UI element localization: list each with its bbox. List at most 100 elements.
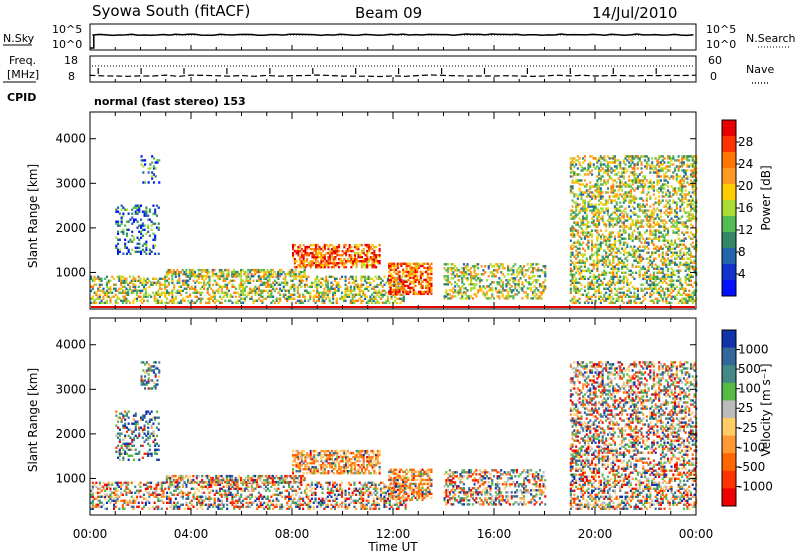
echo-cell <box>582 269 585 272</box>
echo-cell <box>386 295 389 298</box>
echo-cell <box>575 205 578 208</box>
echo-cell <box>507 279 510 282</box>
echo-cell <box>430 266 433 270</box>
echo-cell <box>569 227 572 230</box>
echo-cell <box>645 245 648 248</box>
echo-cell <box>470 273 473 276</box>
echo-cell <box>537 295 540 298</box>
echo-cell <box>342 299 345 302</box>
echo-cell <box>677 189 680 192</box>
echo-cell <box>402 299 405 302</box>
echo-cell <box>578 157 581 160</box>
echo-cell <box>358 291 361 294</box>
echo-cell <box>304 252 307 255</box>
echo-cell <box>454 265 457 268</box>
echo-cell <box>498 281 501 284</box>
echo-cell <box>376 293 379 296</box>
echo-cell <box>204 270 207 274</box>
echo-cell <box>318 256 321 259</box>
echo-cell <box>573 195 576 198</box>
echo-cell <box>512 277 515 280</box>
echo-cell <box>105 289 108 292</box>
echo-cell <box>603 265 606 268</box>
echo-cell <box>113 287 116 290</box>
echo-cell <box>682 193 685 196</box>
echo-cell <box>268 283 271 286</box>
echo-cell <box>485 297 488 300</box>
echo-cell <box>691 203 694 206</box>
echo-cell <box>145 210 148 213</box>
echo-cell <box>238 295 241 298</box>
echo-cell <box>644 205 647 208</box>
echo-cell <box>608 177 611 180</box>
echo-cell <box>605 183 608 186</box>
echo-cell <box>109 285 112 288</box>
echo-cell <box>599 211 602 214</box>
echo-cell <box>596 235 599 238</box>
echo-cell <box>227 268 230 272</box>
echo-cell <box>143 293 146 296</box>
echo-cell <box>132 277 135 280</box>
echo-cell <box>598 287 601 290</box>
echo-cell <box>638 205 641 208</box>
echo-cell <box>116 301 119 304</box>
echo-cell <box>606 257 609 260</box>
echo-cell <box>601 241 604 244</box>
echo-cell <box>371 247 374 251</box>
echo-cell <box>114 283 117 286</box>
echo-cell <box>594 243 597 246</box>
echo-cell <box>136 212 139 215</box>
echo-cell <box>569 255 572 258</box>
echo-cell <box>263 277 266 280</box>
echo-cell <box>665 259 668 262</box>
echo-cell <box>95 291 98 294</box>
echo-cell <box>196 291 199 294</box>
echo-cell <box>265 297 268 300</box>
echo-cell <box>125 291 128 294</box>
echo-cell <box>247 275 250 278</box>
echo-cell <box>185 283 188 286</box>
echo-cell <box>91 277 94 280</box>
echo-cell <box>684 247 687 250</box>
echo-cell <box>677 221 680 224</box>
echo-cell <box>123 285 126 288</box>
echo-cell <box>626 293 629 296</box>
echo-cell <box>587 241 590 244</box>
echo-cell <box>610 271 613 274</box>
echo-cell <box>521 297 524 300</box>
echo-cell <box>670 271 673 274</box>
echo-cell <box>674 201 677 204</box>
echo-cell <box>330 256 333 259</box>
echo-cell <box>638 257 641 260</box>
echo-cell <box>309 262 312 265</box>
echo-cell <box>215 299 218 302</box>
echo-cell <box>154 252 157 255</box>
echo-cell <box>134 297 137 300</box>
echo-cell <box>402 297 405 300</box>
echo-cell <box>428 282 431 286</box>
echo-cell <box>412 270 415 274</box>
echo-cell <box>621 185 624 188</box>
echo-cell <box>575 209 578 212</box>
echo-cell <box>686 181 689 184</box>
echo-cell <box>575 257 578 260</box>
echo-cell <box>336 249 339 253</box>
echo-cell <box>668 263 671 266</box>
echo-cell <box>535 263 538 266</box>
echo-cell <box>691 181 694 184</box>
echo-cell <box>152 157 155 160</box>
echo-cell <box>124 436 127 439</box>
echo-cell <box>325 293 328 296</box>
echo-cell <box>152 173 155 176</box>
echo-cell <box>104 293 107 296</box>
echo-cell <box>598 191 601 194</box>
echo-cell <box>448 267 451 270</box>
echo-cell <box>605 201 608 204</box>
echo-cell <box>194 281 197 284</box>
echo-cell <box>154 365 157 368</box>
echo-cell <box>187 283 190 286</box>
echo-cell <box>569 247 572 250</box>
echo-cell <box>115 414 118 417</box>
echo-cell <box>624 229 627 232</box>
echo-cell <box>416 270 419 274</box>
